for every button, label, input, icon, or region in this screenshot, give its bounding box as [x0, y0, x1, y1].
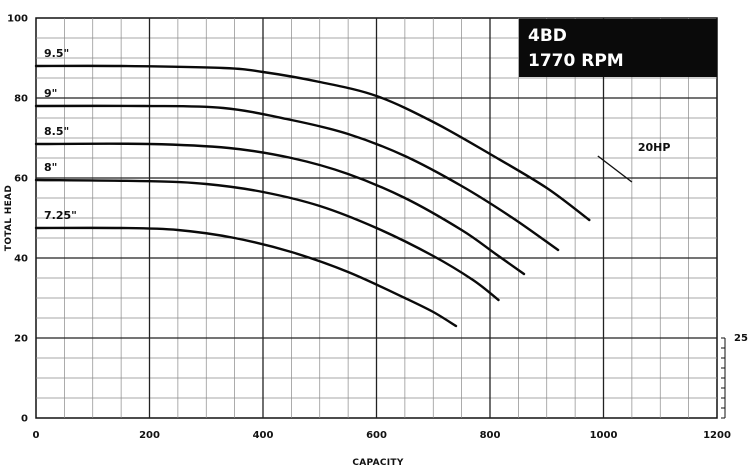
curve-label: 7.25" [44, 209, 77, 222]
x-tick-label: 400 [253, 430, 274, 441]
hp-line [597, 155, 633, 183]
curve-label: 8.5" [44, 125, 69, 138]
major-grid [36, 18, 717, 418]
title-line-2: 1770 RPM [528, 51, 624, 71]
right-scale: 25 [721, 333, 748, 419]
hp-label: 20HP [638, 141, 671, 154]
x-tick-label: 1200 [703, 430, 731, 441]
curve-label: 8" [44, 161, 57, 174]
impeller-curve [34, 104, 560, 252]
y-tick-label: 100 [7, 14, 28, 25]
curve-label: 9" [44, 87, 57, 100]
y-tick-label: 60 [14, 174, 28, 185]
y-tick-label: 40 [14, 254, 28, 265]
impeller-curve [34, 226, 458, 328]
title-box: 4BD 1770 RPM [519, 19, 717, 77]
y-tick-labels: 0 20 40 60 80 100 [7, 14, 28, 425]
curve-label: 9.5" [44, 47, 69, 60]
title-line-1: 4BD [528, 26, 567, 46]
impeller-curve [34, 142, 526, 276]
horsepower-lines: 20HP [597, 141, 671, 183]
y-tick-label: 20 [14, 334, 28, 345]
y-axis-title: TOTAL HEAD [4, 185, 14, 251]
x-tick-labels: 0 200 400 600 800 1000 1200 [33, 430, 731, 441]
x-tick-label: 0 [33, 430, 40, 441]
x-tick-label: 600 [366, 430, 387, 441]
x-tick-label: 200 [139, 430, 160, 441]
x-tick-label: 800 [480, 430, 501, 441]
impeller-curves: 9.5" 9" 8.5" 8" 7.25" [34, 47, 591, 328]
right-scale-label: 25 [734, 333, 748, 344]
y-tick-label: 0 [21, 414, 28, 425]
x-tick-label: 1000 [590, 430, 618, 441]
impeller-curve [34, 178, 500, 302]
x-axis-title: CAPACITY [352, 458, 403, 468]
y-tick-label: 80 [14, 94, 28, 105]
impeller-curve [34, 64, 591, 222]
